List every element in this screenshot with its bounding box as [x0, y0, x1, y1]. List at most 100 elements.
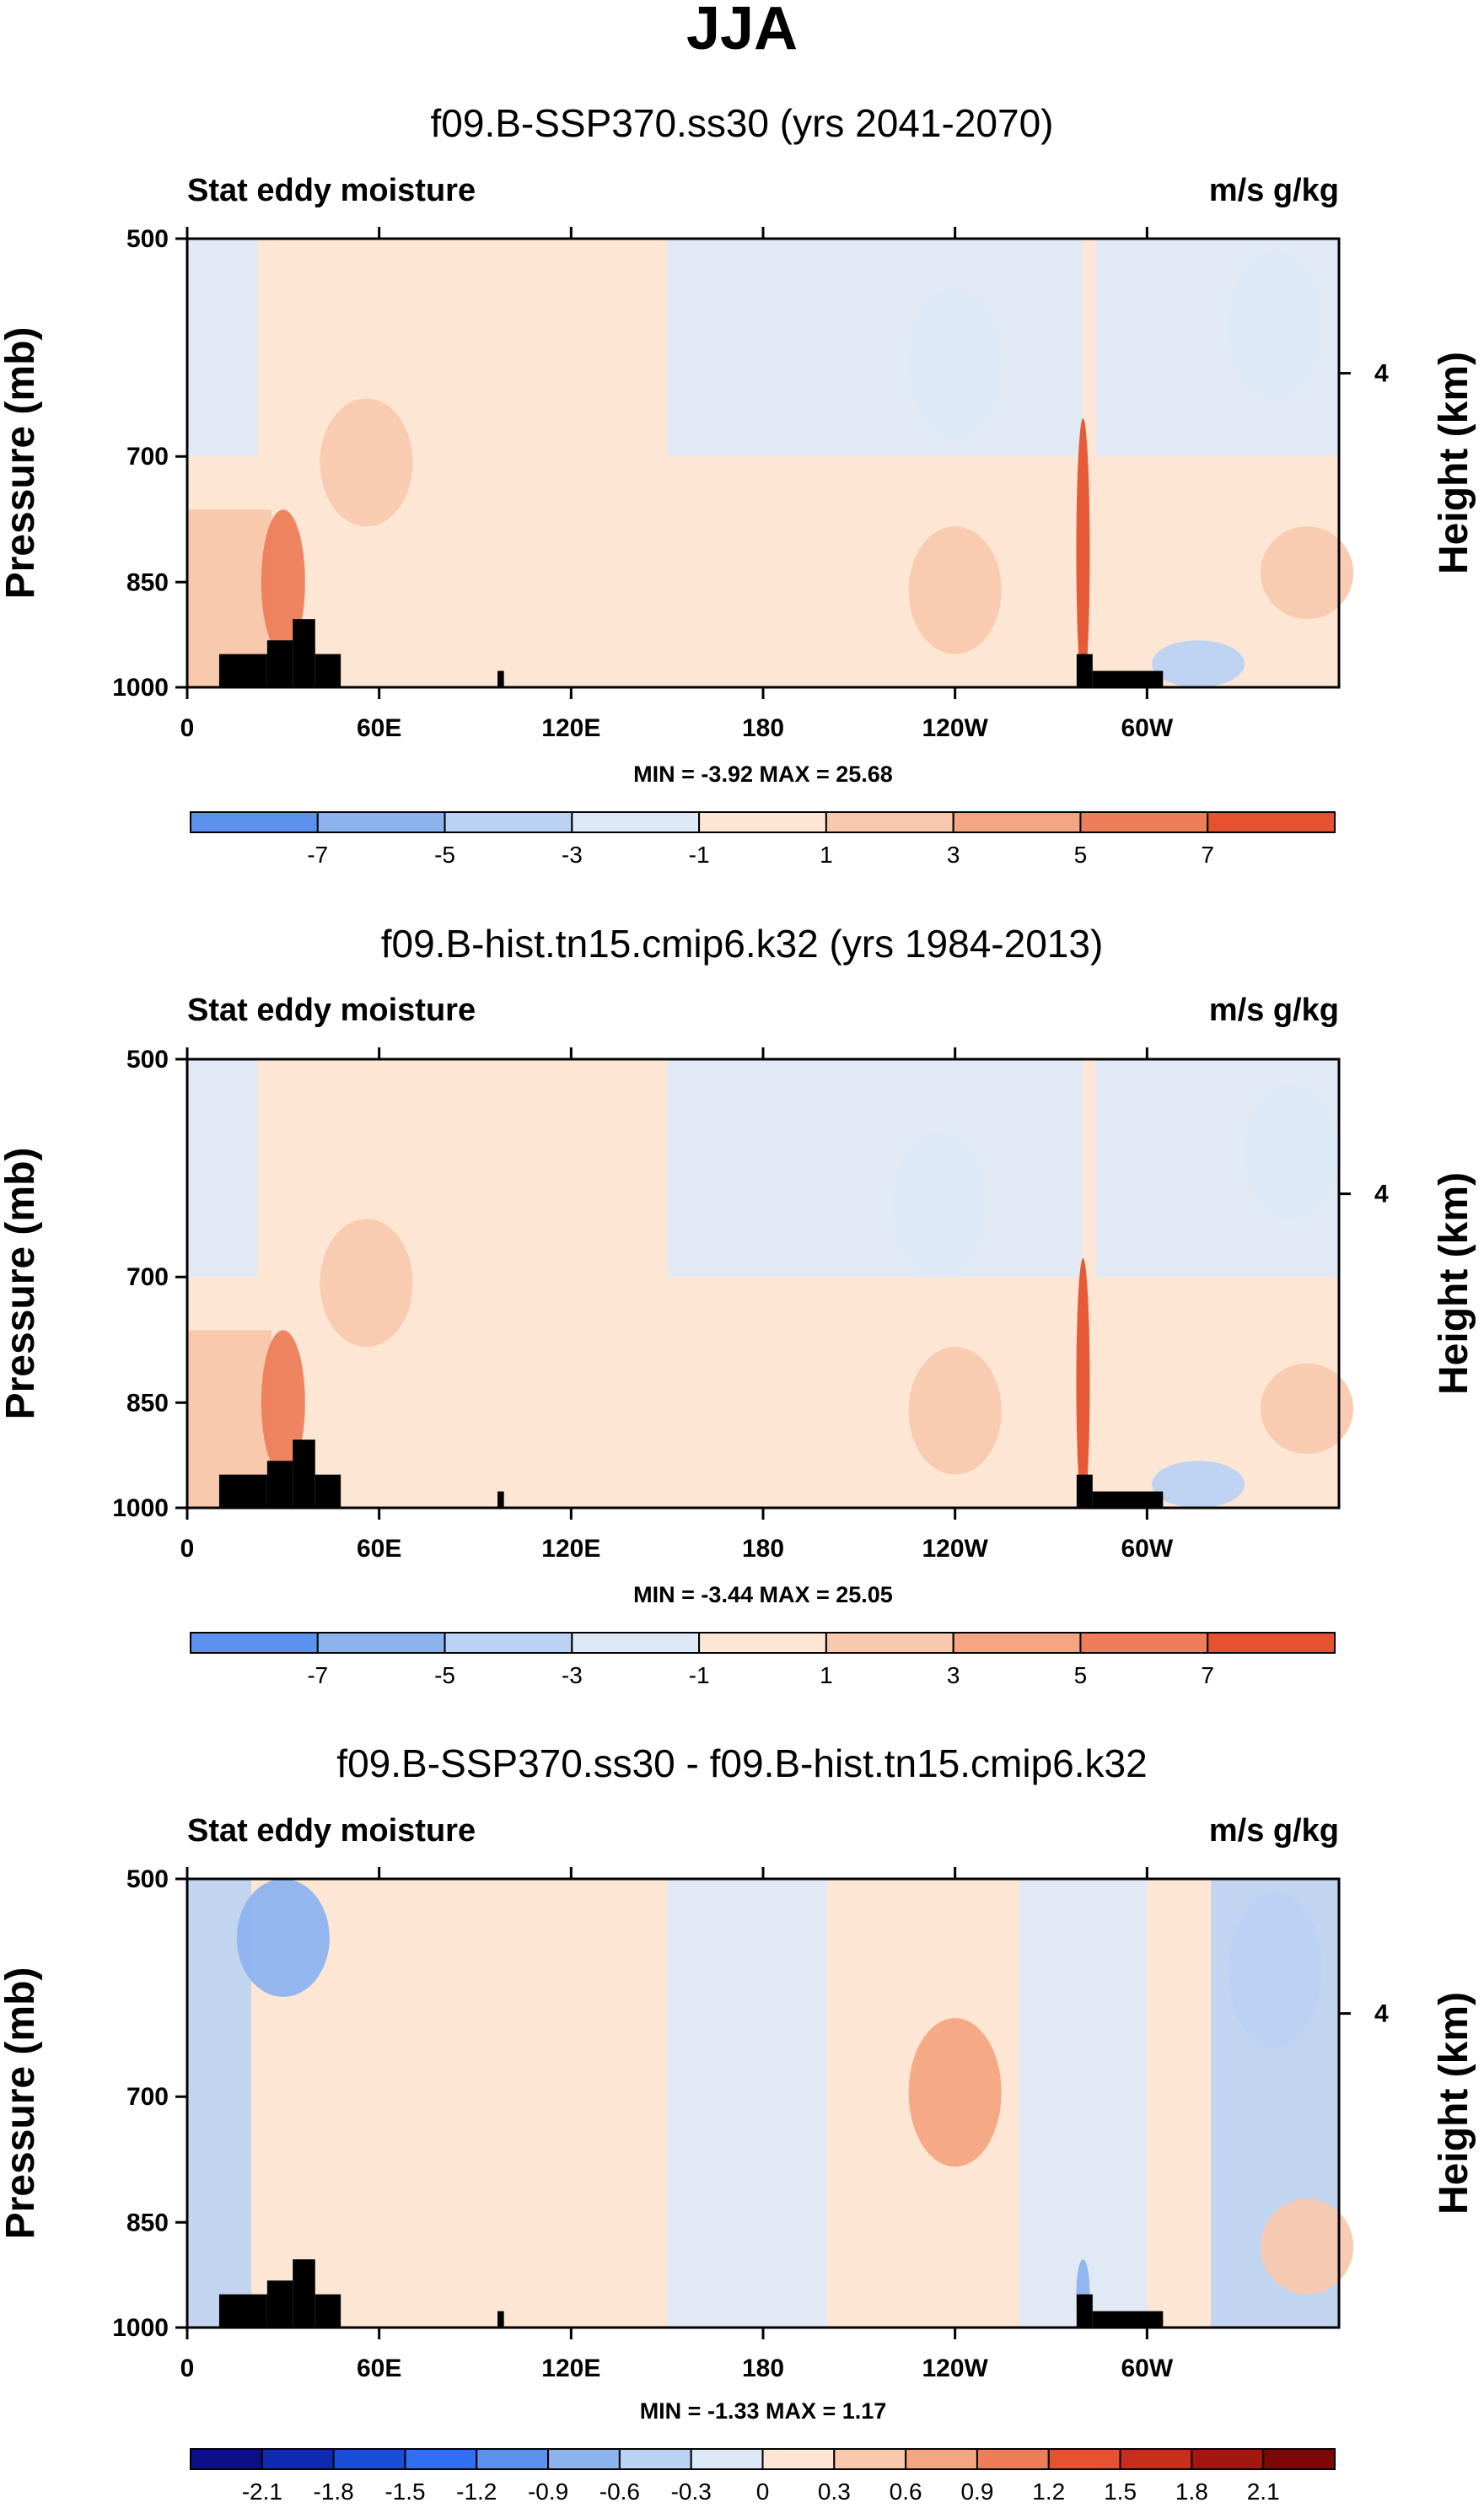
colorbar-label: 7: [1201, 1662, 1214, 1688]
x-tick-label: 180: [742, 714, 784, 742]
field-band-3: [1019, 1879, 1148, 2328]
colorbar-label: -5: [434, 842, 455, 868]
colorbar-bin: [332, 2448, 406, 2470]
colorbar-bin: [1207, 1632, 1336, 1654]
colorbar-bin: [952, 1632, 1082, 1654]
y-axis-title: Pressure (mb): [0, 1148, 43, 1420]
colorbar-bin: [1119, 2448, 1193, 2470]
contour-feature-pacific-positive: [908, 2018, 1002, 2167]
field-band-1: [187, 1059, 258, 1278]
chart-panel-3: f09.B-SSP370.ss30 - f09.B-hist.tn15.cmip…: [0, 1741, 1476, 2505]
y-axis-title-right: Height (km): [1432, 1172, 1476, 1395]
panel-right-label: m/s g/kg: [1209, 1813, 1339, 1849]
y-axis-title-right: Height (km): [1432, 352, 1476, 574]
panel-right-label: m/s g/kg: [1209, 173, 1339, 208]
y-tick-label: 1000: [112, 1494, 169, 1522]
colorbar-label: -3: [562, 842, 583, 868]
chart-panel-1: f09.B-SSP370.ss30 (yrs 2041-2070) Stat ed…: [0, 101, 1476, 868]
contour-feature-surface-negative: [1152, 1461, 1245, 1508]
min-max-label: MIN = -3.92 MAX = 25.68: [633, 762, 893, 787]
topography-4: [315, 654, 341, 687]
x-tick-label: 180: [742, 1535, 784, 1563]
colorbar-label: -0.6: [600, 2478, 640, 2505]
min-max-label: MIN = -3.44 MAX = 25.05: [633, 1582, 893, 1607]
panel-left-label: Stat eddy moisture: [187, 173, 476, 208]
contour-feature-arabia: [320, 398, 413, 527]
contour-feature-atlantic: [1261, 526, 1354, 620]
colorbar: -7 -5 -3 -1 1 3 5 7: [190, 811, 1336, 868]
colorbar-label: -1.2: [456, 2478, 497, 2505]
colorbar-bin: [190, 1632, 319, 1654]
colorbar: -2.1 -1.8 -1.5 -1.2 -0.9 -0.6 -0.3 0 0.3 0.6 0.9 1.…: [190, 2448, 1336, 2505]
colorbar-label: 7: [1201, 842, 1214, 868]
contour-feature-atlantic-upper-negative: [1229, 1892, 1322, 2049]
contour-feature-east-pacific: [908, 526, 1002, 654]
contour-feature-atlantic: [1261, 1363, 1354, 1455]
topography-7: [1092, 670, 1164, 687]
colorbar-label: 0.3: [818, 2478, 851, 2505]
colorbar-bin: [952, 811, 1082, 833]
colorbar-bin: [444, 1632, 573, 1654]
chart-panel-2: f09.B-hist.tn15.cmip6.k32 (yrs 1984-2013…: [0, 922, 1476, 1688]
field-band-2: [667, 239, 1083, 457]
topography-7: [1092, 2311, 1164, 2328]
contour-feature-africa-upper-negative: [236, 1879, 330, 1997]
colorbar-label: 5: [1074, 1662, 1088, 1688]
colorbar-label: 1.8: [1175, 2478, 1208, 2505]
y-right-tick-label: 4: [1374, 2000, 1389, 2028]
x-tick-label: 60E: [357, 714, 401, 742]
panel-left-label: Stat eddy moisture: [187, 1813, 476, 1849]
contour-feature-arabia: [320, 1219, 413, 1348]
contour-feature-pacific-negative: [892, 1132, 986, 1278]
contour-feature-atlantic-negative: [1229, 251, 1322, 399]
x-tick-label: 60W: [1121, 714, 1173, 742]
colorbar-bin: [404, 2448, 478, 2470]
colorbar-bin: [571, 811, 701, 833]
x-tick-label: 60E: [357, 2355, 401, 2382]
y-tick-label: 500: [126, 1046, 169, 1074]
colorbar-bin: [905, 2448, 978, 2470]
colorbar-bin: [976, 2448, 1050, 2470]
colorbar-label: 0.6: [890, 2478, 922, 2505]
topography-3: [293, 2259, 315, 2328]
topography-4: [315, 2294, 341, 2328]
topography-1: [218, 1474, 267, 1508]
contour-feature-africa-plume: [261, 509, 305, 654]
x-tick-label: 120W: [922, 714, 988, 742]
colorbar-label: -1.5: [384, 2478, 425, 2505]
y-right-tick-label: 4: [1374, 360, 1389, 388]
colorbar-bin: [698, 811, 827, 833]
colorbar-label: 5: [1074, 842, 1088, 868]
panel-title: f09.B-SSP370.ss30 - f09.B-hist.tn15.cmip…: [336, 1741, 1147, 1785]
colorbar-label: -2.1: [242, 2478, 282, 2505]
topography-2: [266, 1461, 293, 1508]
contour-feature-andes: [1076, 418, 1090, 687]
x-tick-label: 0: [180, 714, 195, 742]
colorbar-label: 1.2: [1032, 2478, 1065, 2505]
topography-6: [1076, 2294, 1093, 2328]
y-tick-label: 1000: [112, 2314, 169, 2342]
contour-feature-atlantic-positive: [1261, 2199, 1354, 2295]
topography-2: [266, 2280, 293, 2328]
colorbar-label: -7: [307, 842, 328, 868]
topography-3: [293, 1440, 315, 1508]
topography-4: [315, 1474, 341, 1508]
contour-feature-surface-negative: [1152, 640, 1245, 687]
y-axis-title: Pressure (mb): [0, 1967, 43, 2240]
x-tick-label: 120E: [541, 1535, 600, 1563]
topography-6: [1076, 654, 1093, 687]
contour-feature-atlantic-negative: [1245, 1084, 1338, 1219]
colorbar-bin: [1207, 811, 1336, 833]
colorbar-bin: [316, 1632, 446, 1654]
colorbar-bin: [476, 2448, 550, 2470]
topography-5: [497, 2311, 504, 2328]
topography-7: [1092, 1491, 1164, 1508]
figure-title: JJA: [686, 0, 798, 62]
colorbar-bin: [825, 1632, 954, 1654]
contour-feature-andes: [1076, 1257, 1090, 1508]
colorbar-label: 1: [820, 842, 833, 868]
colorbar-label: 1: [820, 1662, 833, 1688]
colorbar-label: -1: [689, 1662, 710, 1688]
panel-left-label: Stat eddy moisture: [187, 993, 476, 1028]
